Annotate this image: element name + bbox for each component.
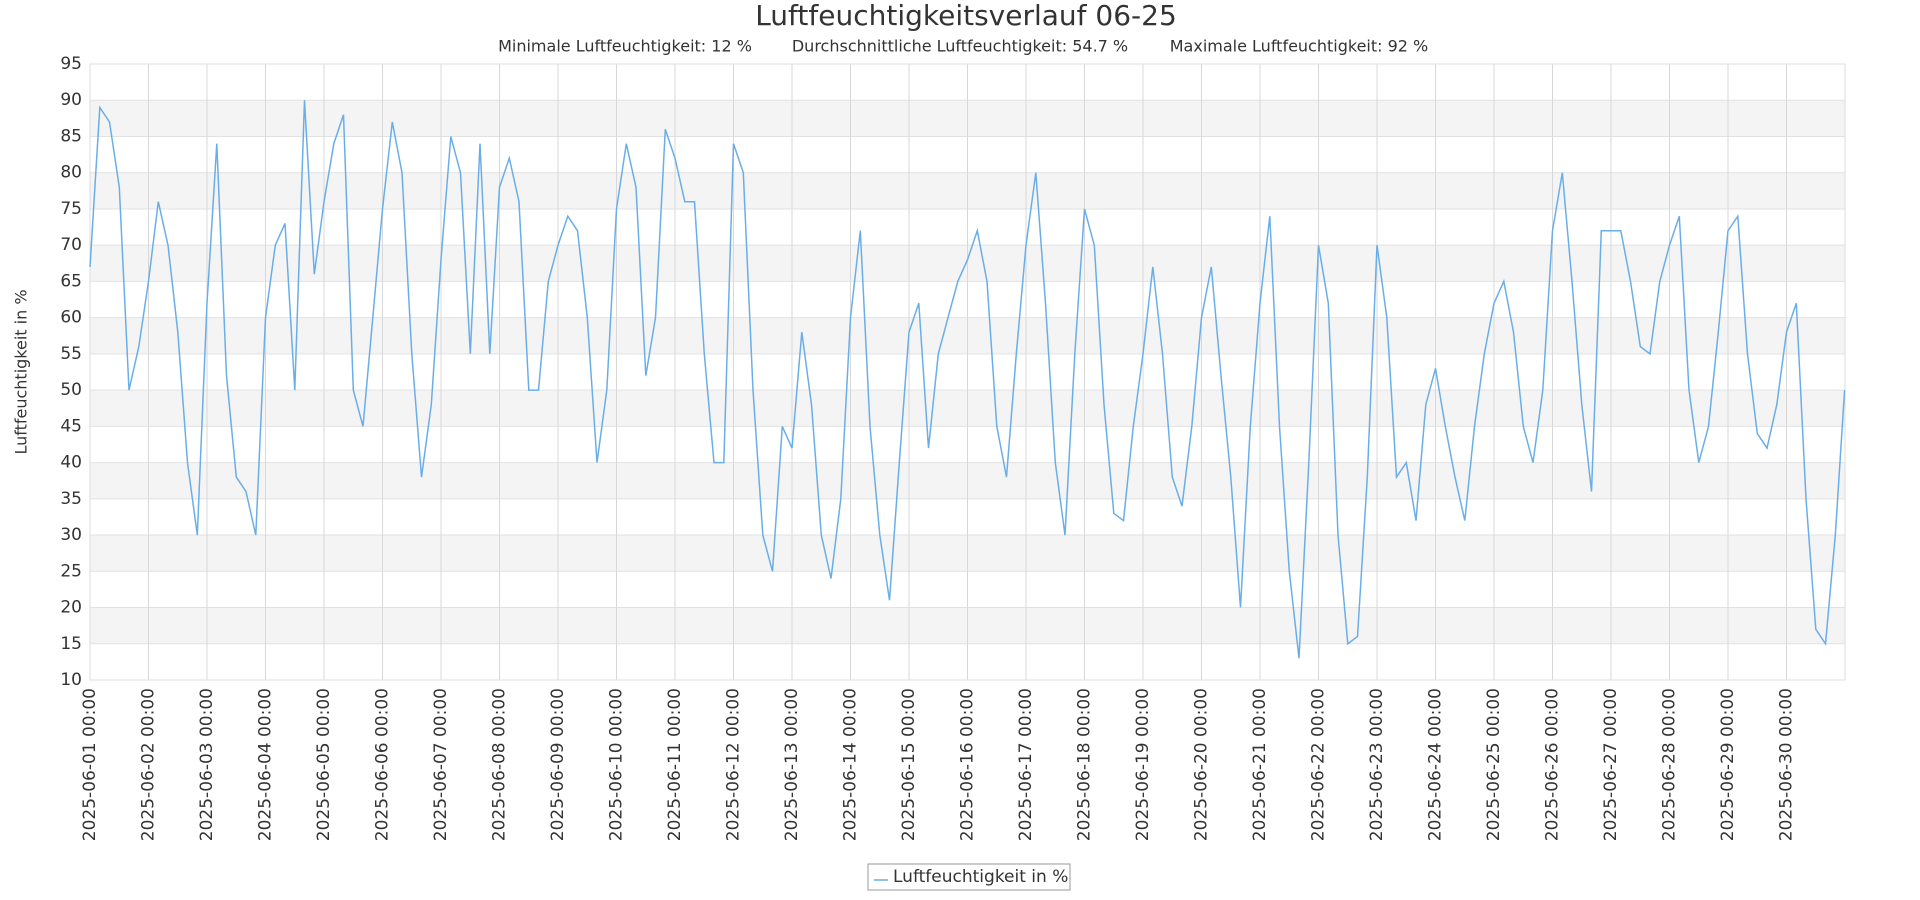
x-tick-label: 2025-06-12 00:00 bbox=[724, 688, 744, 841]
x-tick-label: 2025-06-23 00:00 bbox=[1367, 688, 1387, 841]
x-tick-label: 2025-06-26 00:00 bbox=[1543, 688, 1563, 841]
x-tick-label: 2025-06-08 00:00 bbox=[490, 688, 510, 841]
y-tick-label: 30 bbox=[60, 525, 82, 545]
y-tick-label: 90 bbox=[60, 90, 82, 110]
subtitle: Maximale Luftfeuchtigkeit: 92 % bbox=[1170, 37, 1429, 56]
y-tick-label: 55 bbox=[60, 344, 82, 364]
x-tick-label: 2025-06-06 00:00 bbox=[373, 688, 393, 841]
x-tick-label: 2025-06-22 00:00 bbox=[1309, 688, 1329, 841]
x-tick-label: 2025-06-30 00:00 bbox=[1777, 688, 1797, 841]
x-tick-label: 2025-06-09 00:00 bbox=[548, 688, 568, 841]
plot-border bbox=[89, 63, 1846, 681]
legend-box bbox=[867, 863, 1071, 891]
y-axis-label: Luftfeuchtigkeit in % bbox=[12, 289, 31, 454]
x-tick-label: 2025-06-07 00:00 bbox=[431, 688, 451, 841]
y-tick-label: 65 bbox=[60, 271, 82, 291]
x-tick-label: 2025-06-04 00:00 bbox=[256, 688, 276, 841]
x-tick-label: 2025-06-21 00:00 bbox=[1250, 688, 1270, 841]
y-tick-label: 80 bbox=[60, 163, 82, 183]
y-tick-label: 10 bbox=[60, 670, 82, 690]
y-tick-label: 45 bbox=[60, 416, 82, 436]
y-tick-label: 70 bbox=[60, 235, 82, 255]
x-tick-label: 2025-06-02 00:00 bbox=[139, 688, 159, 841]
x-tick-label: 2025-06-17 00:00 bbox=[1016, 688, 1036, 841]
x-tick-label: 2025-06-14 00:00 bbox=[841, 688, 861, 841]
y-tick-label: 75 bbox=[60, 199, 82, 219]
x-tick-label: 2025-06-27 00:00 bbox=[1601, 688, 1621, 841]
x-tick-label: 2025-06-25 00:00 bbox=[1484, 688, 1504, 841]
y-tick-label: 35 bbox=[60, 489, 82, 509]
y-tick-label: 40 bbox=[60, 453, 82, 473]
x-tick-label: 2025-06-05 00:00 bbox=[314, 688, 334, 841]
x-tick-label: 2025-06-18 00:00 bbox=[1075, 688, 1095, 841]
subtitle: Minimale Luftfeuchtigkeit: 12 % bbox=[498, 37, 752, 56]
legend-label: Luftfeuchtigkeit in % bbox=[893, 867, 1068, 887]
x-tick-label: 2025-06-19 00:00 bbox=[1133, 688, 1153, 841]
y-tick-label: 85 bbox=[60, 126, 82, 146]
y-tick-label: 25 bbox=[60, 561, 82, 581]
y-tick-label: 50 bbox=[60, 380, 82, 400]
y-tick-label: 15 bbox=[60, 634, 82, 654]
line bbox=[89, 100, 1846, 659]
x-tick-label: 2025-06-20 00:00 bbox=[1192, 688, 1212, 841]
y-tick-label: 60 bbox=[60, 308, 82, 328]
x-tick-label: 2025-06-10 00:00 bbox=[607, 688, 627, 841]
x-tick-label: 2025-06-15 00:00 bbox=[899, 688, 919, 841]
x-tick-label: 2025-06-29 00:00 bbox=[1718, 688, 1738, 841]
subtitle: Durchschnittliche Luftfeuchtigkeit: 54.7… bbox=[792, 37, 1128, 56]
x-tick-label: 2025-06-01 00:00 bbox=[80, 688, 100, 841]
chart-title: Luftfeuchtigkeitsverlauf 06-25 bbox=[755, 0, 1177, 32]
x-tick-label: 2025-06-16 00:00 bbox=[958, 688, 978, 841]
x-tick-label: 2025-06-11 00:00 bbox=[665, 688, 685, 841]
y-tick-label: 95 bbox=[60, 54, 82, 74]
x-tick-label: 2025-06-24 00:00 bbox=[1426, 688, 1446, 841]
x-tick-label: 2025-06-03 00:00 bbox=[197, 688, 217, 841]
y-tick-label: 20 bbox=[60, 598, 82, 618]
x-tick-label: 2025-06-13 00:00 bbox=[782, 688, 802, 841]
x-tick-label: 2025-06-28 00:00 bbox=[1660, 688, 1680, 841]
